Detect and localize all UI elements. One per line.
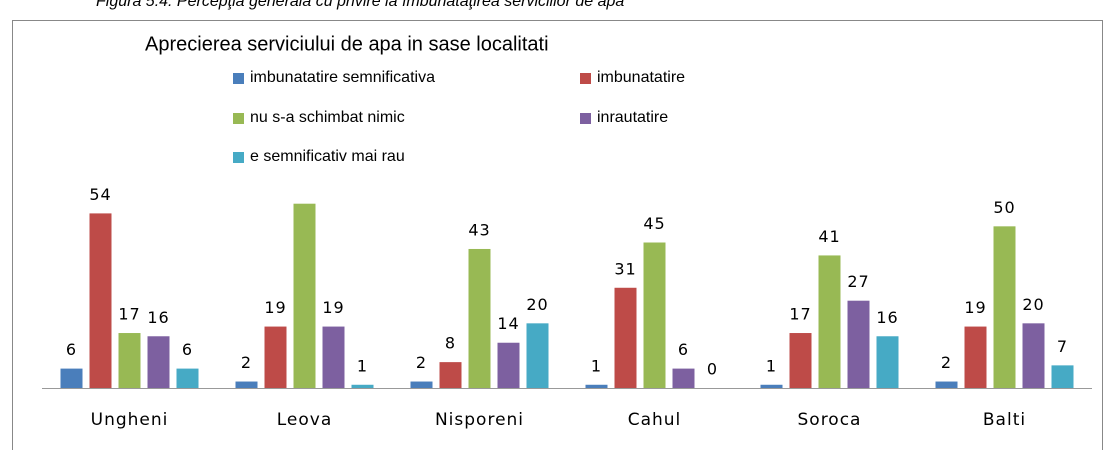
data-label: 43 (468, 220, 490, 239)
bar (235, 381, 258, 388)
data-label: 6 (182, 340, 193, 359)
data-label: 1 (766, 356, 777, 375)
bar (964, 326, 987, 388)
legend-label: imbunatatire semnificativa (250, 69, 435, 86)
x-tick-label: Cahul (628, 410, 682, 430)
data-label: 6 (66, 340, 77, 359)
bar (264, 326, 287, 388)
x-tick-label: Ungheni (91, 410, 169, 430)
bar (876, 336, 899, 388)
bar (993, 226, 1016, 388)
data-label: 6 (678, 340, 689, 359)
x-tick-label: Leova (277, 410, 333, 430)
bar (1051, 365, 1074, 388)
legend-swatch (233, 152, 244, 163)
data-label: 41 (818, 227, 840, 246)
bar (118, 333, 141, 388)
bar (935, 381, 958, 388)
bar (293, 203, 316, 388)
bar (497, 342, 520, 388)
data-label: 19 (322, 298, 344, 317)
data-label: 2 (416, 353, 427, 372)
chart-frame (12, 20, 1103, 450)
bar (672, 368, 695, 388)
bar (60, 368, 83, 388)
legend-label: e semnificativ mai rau (250, 148, 405, 165)
bar (818, 255, 841, 388)
data-label: 2 (241, 353, 252, 372)
data-label: 7 (1057, 337, 1068, 356)
x-tick-label: Soroca (798, 410, 862, 430)
bar (351, 384, 374, 388)
data-label: 19 (264, 298, 286, 317)
legend-swatch (233, 73, 244, 84)
data-label: 16 (147, 308, 169, 327)
data-label: 31 (614, 259, 636, 278)
bar (789, 333, 812, 388)
bar (847, 300, 870, 388)
bar (322, 326, 345, 388)
chart-title: Aprecierea serviciului de apa in sase lo… (145, 33, 549, 55)
data-label: 2 (941, 353, 952, 372)
data-label: 20 (526, 295, 548, 314)
bar (585, 384, 608, 388)
data-label: 17 (789, 305, 811, 324)
bar (526, 323, 549, 388)
data-label: 16 (876, 308, 898, 327)
legend-label: imbunatatire (597, 69, 685, 86)
data-label: 27 (847, 272, 869, 291)
x-tick-label: Balti (983, 410, 1026, 430)
bar (176, 368, 199, 388)
data-label: 0 (707, 360, 718, 379)
data-label: 45 (643, 214, 665, 233)
data-label: 54 (89, 185, 111, 204)
data-label: 20 (1022, 295, 1044, 314)
data-label: 8 (445, 334, 456, 353)
figure-caption: Figura 5.4. Percepţia generală cu privir… (96, 0, 624, 10)
data-label: 17 (118, 305, 140, 324)
data-label: 14 (497, 314, 519, 333)
legend-swatch (580, 73, 591, 84)
data-label: 50 (993, 198, 1015, 217)
bar (468, 248, 491, 388)
legend-swatch (580, 113, 591, 124)
data-label: 1 (357, 356, 368, 375)
bar (1022, 323, 1045, 388)
legend-swatch (233, 113, 244, 124)
bar (439, 362, 462, 388)
bar (410, 381, 433, 388)
bar (760, 384, 783, 388)
x-tick-label: Nisporeni (435, 410, 524, 430)
bar (89, 213, 112, 388)
bar (147, 336, 170, 388)
data-label: 19 (964, 298, 986, 317)
legend-label: nu s-a schimbat nimic (250, 109, 405, 126)
legend-label: inrautatire (597, 109, 668, 126)
data-label: 1 (591, 356, 602, 375)
bar (643, 242, 666, 388)
bar (614, 287, 637, 388)
